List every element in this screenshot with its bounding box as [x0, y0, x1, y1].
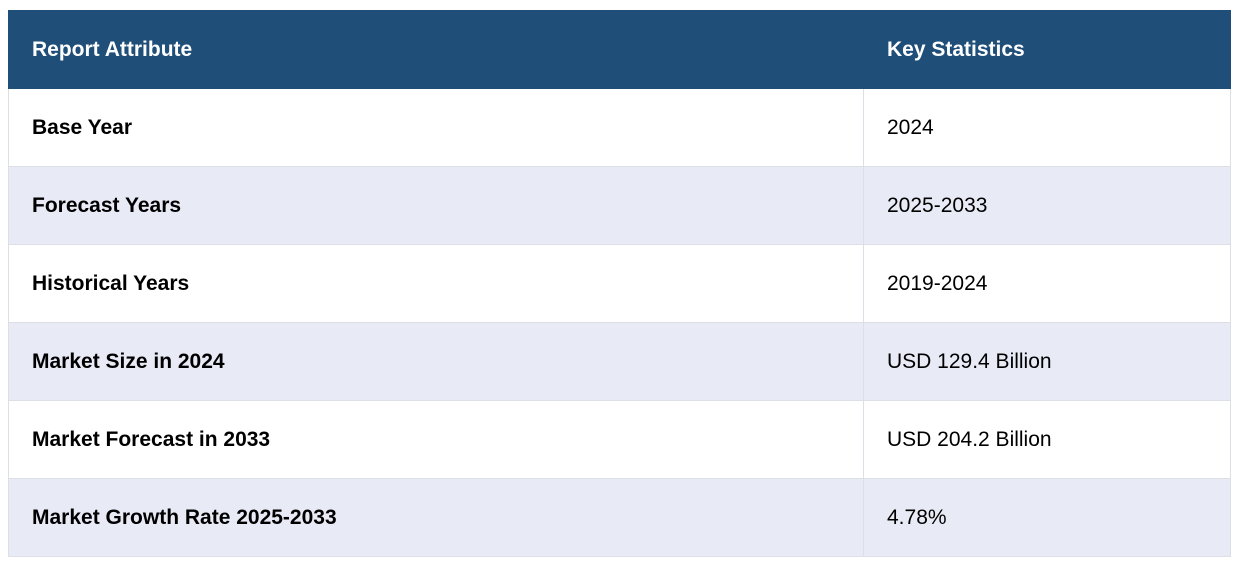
row-attribute: Base Year — [8, 88, 864, 167]
row-attribute: Historical Years — [8, 244, 864, 323]
row-attribute: Market Size in 2024 — [8, 322, 864, 401]
table-row: Base Year 2024 — [8, 88, 1231, 167]
table-row: Market Growth Rate 2025-2033 4.78% — [8, 478, 1231, 557]
row-attribute: Market Forecast in 2033 — [8, 400, 864, 479]
table-header-row: Report Attribute Key Statistics — [8, 10, 1231, 89]
row-value: 2025-2033 — [863, 166, 1231, 245]
report-attributes-table: Report Attribute Key Statistics Base Yea… — [8, 10, 1231, 557]
row-value: USD 129.4 Billion — [863, 322, 1231, 401]
header-key-statistics: Key Statistics — [863, 10, 1231, 89]
table-row: Market Size in 2024 USD 129.4 Billion — [8, 322, 1231, 401]
row-value: 2024 — [863, 88, 1231, 167]
row-attribute: Forecast Years — [8, 166, 864, 245]
table-row: Market Forecast in 2033 USD 204.2 Billio… — [8, 400, 1231, 479]
report-table-container: Report Attribute Key Statistics Base Yea… — [8, 10, 1231, 558]
row-value: USD 204.2 Billion — [863, 400, 1231, 479]
header-report-attribute: Report Attribute — [8, 10, 864, 89]
table-row: Historical Years 2019-2024 — [8, 244, 1231, 323]
row-value: 4.78% — [863, 478, 1231, 557]
table-row: Forecast Years 2025-2033 — [8, 166, 1231, 245]
row-value: 2019-2024 — [863, 244, 1231, 323]
row-attribute: Market Growth Rate 2025-2033 — [8, 478, 864, 557]
